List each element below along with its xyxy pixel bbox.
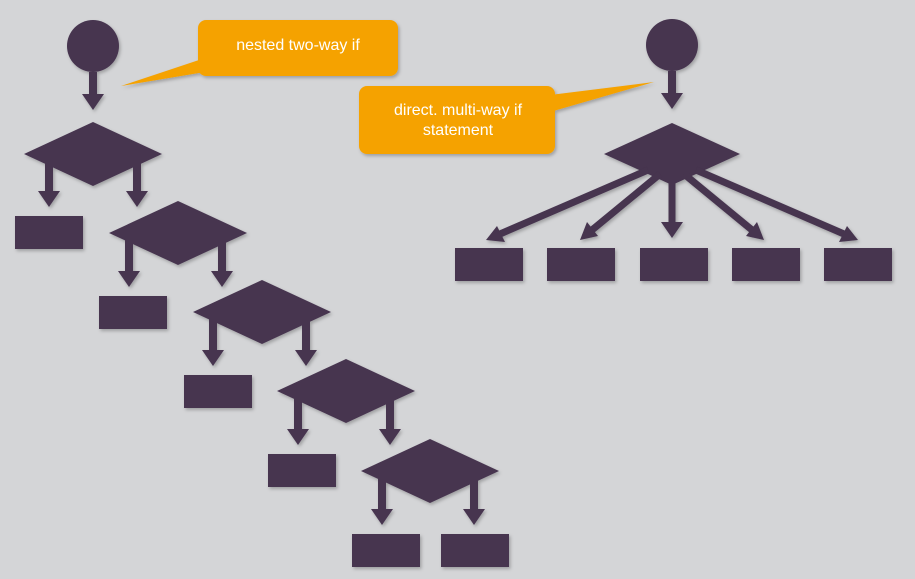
multiway-decision bbox=[604, 123, 740, 185]
nested-decision-1-arrows bbox=[38, 160, 148, 207]
nested-decision-4 bbox=[277, 359, 415, 423]
multiway-branch-arrows bbox=[498, 166, 846, 238]
callout-nested-if bbox=[121, 20, 398, 86]
multiway-terminal-1 bbox=[455, 248, 523, 281]
nested-terminal-4 bbox=[268, 454, 336, 487]
nested-decision-3-arrows bbox=[202, 319, 317, 366]
callout-direct-multiway-box bbox=[359, 86, 555, 154]
callout-nested-if-box bbox=[198, 20, 398, 76]
nested-decision-2 bbox=[109, 201, 247, 265]
multiway-arrowheads bbox=[486, 222, 858, 242]
multiway-start-node bbox=[646, 19, 698, 71]
nested-start-arrow bbox=[82, 72, 104, 110]
multiway-terminal-5 bbox=[824, 248, 892, 281]
nested-decision-4-arrows bbox=[287, 398, 401, 445]
callout-direct-multiway-pointer bbox=[550, 82, 654, 112]
nested-if-flowchart bbox=[15, 20, 509, 567]
multiway-branch-arrow-4 bbox=[681, 171, 755, 233]
nested-start-node bbox=[67, 20, 119, 72]
callout-nested-if-pointer bbox=[121, 58, 205, 86]
multiway-terminal-4 bbox=[732, 248, 800, 281]
multiway-terminal-3 bbox=[640, 248, 708, 281]
nested-decision-5 bbox=[361, 439, 499, 503]
multiway-terminal-2 bbox=[547, 248, 615, 281]
nested-terminal-6 bbox=[441, 534, 509, 567]
nested-decision-3 bbox=[193, 280, 331, 344]
multiway-if-flowchart bbox=[455, 19, 892, 281]
multiway-branch-arrow-1 bbox=[498, 166, 650, 238]
nested-terminal-1 bbox=[15, 216, 83, 249]
nested-terminal-3 bbox=[184, 375, 252, 408]
nested-decision-1 bbox=[24, 122, 162, 186]
nested-terminal-2 bbox=[99, 296, 167, 329]
callout-direct-multiway bbox=[359, 82, 654, 154]
multiway-start-arrow bbox=[661, 71, 683, 109]
nested-decision-2-arrows bbox=[118, 240, 233, 287]
multiway-branch-arrow-2 bbox=[589, 171, 663, 233]
nested-decision-5-arrows bbox=[371, 478, 485, 525]
multiway-branch-arrow-5 bbox=[694, 166, 846, 238]
nested-terminal-5 bbox=[352, 534, 420, 567]
